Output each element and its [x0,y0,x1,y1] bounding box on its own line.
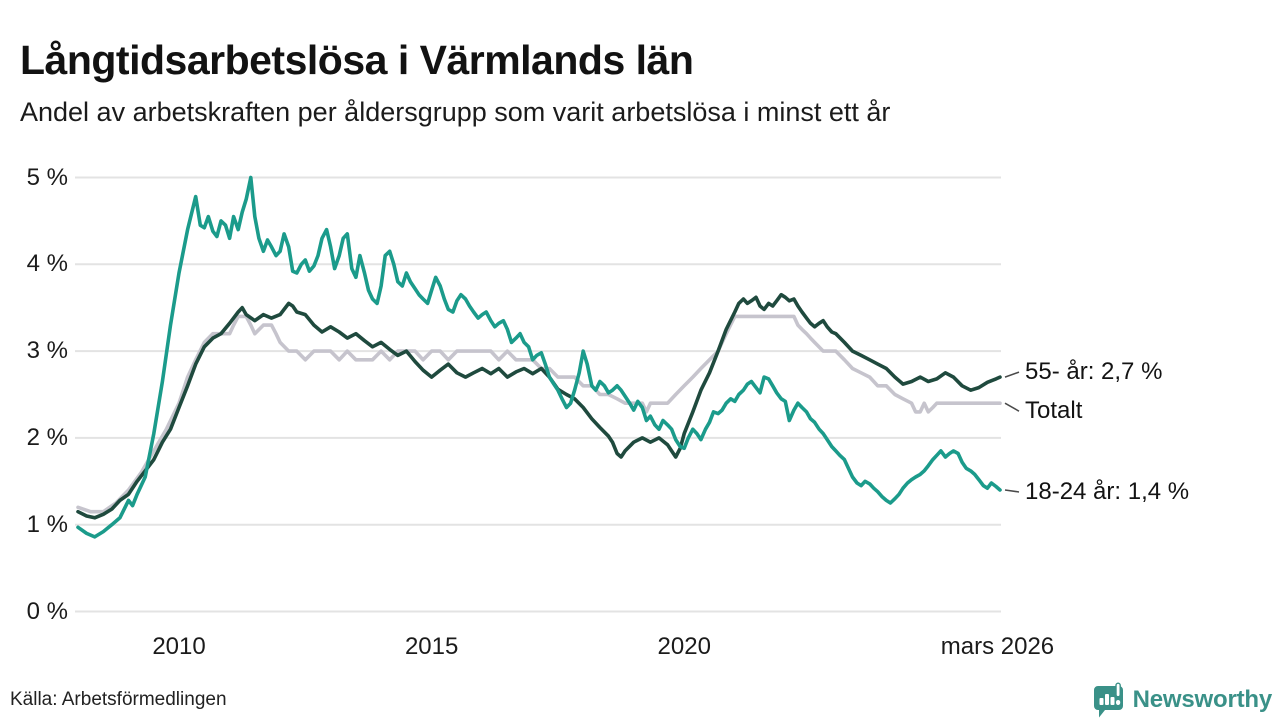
x-axis-label: 2010 [152,633,206,660]
y-axis-label: 5 % [26,163,68,191]
series-line-18-24-r [76,175,1002,539]
x-axis-label: 2020 [657,633,711,660]
x-axis-label: 2015 [404,633,459,660]
series-line-55-r [76,292,1002,520]
newsworthy-wordmark: Newsworthy [1132,686,1273,713]
bar-chart-bubble-icon [1093,682,1123,717]
y-axis-label: 1 % [26,510,68,538]
y-axis-label: 4 % [26,250,68,278]
page-subtitle: Andel av arbetskraften per åldersgrupp s… [20,97,891,127]
source-note: Källa: Arbetsförmedlingen [10,689,227,710]
newsworthy-logo[interactable]: Newsworthy [1091,681,1272,719]
series-line-totalt [76,314,1002,514]
end-label-totalt: Totalt [1025,397,1083,425]
end-label-18-24-ar: 18-24 år: 1,4 % [1025,477,1190,505]
label-connector [1004,402,1020,412]
y-axis-label: 3 % [26,337,68,365]
y-axis-label: 0 % [26,597,68,625]
end-label-55-ar: 55- år: 2,7 % [1025,358,1163,386]
x-axis-label: mars 2026 [940,633,1055,660]
label-connector [1004,371,1020,378]
y-axis-label: 2 % [26,423,68,451]
page-title: Långtidsarbetslösa i Värmlands län [20,37,694,84]
label-connector [1004,489,1020,493]
